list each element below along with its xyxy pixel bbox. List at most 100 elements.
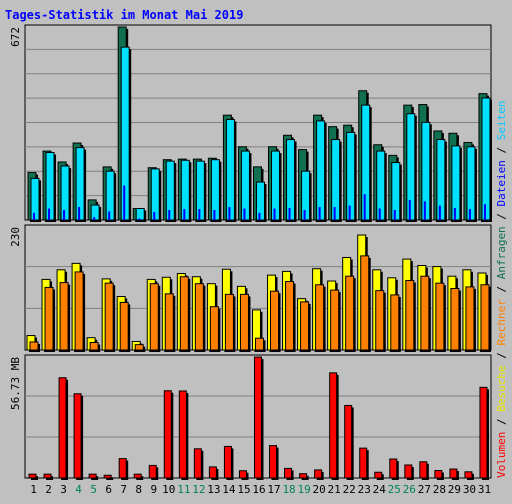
x-tick-label-day-11: 11	[177, 483, 190, 496]
bar-dateien-day-16	[258, 212, 261, 220]
legend: Volumen / Besuche / Rechner / Anfragen /…	[495, 100, 508, 478]
x-tick-label-day-21: 21	[328, 483, 341, 496]
bar-dateien-day-27	[423, 201, 426, 220]
bar-volumen-day-24	[374, 471, 383, 479]
x-tick-label-day-10: 10	[162, 483, 175, 496]
bar-rechner-day-31	[480, 284, 490, 351]
bar-rechner-day-27	[420, 275, 430, 351]
bar-volumen-day-7	[118, 458, 127, 479]
chart-panel-2: 230	[9, 224, 492, 352]
bar-dateien-day-4	[78, 207, 81, 220]
bar-volumen-day-30	[464, 471, 473, 479]
bar-volumen-day-28	[434, 470, 443, 479]
bar-dateien-day-19	[303, 209, 306, 220]
bar-volumen-day-31	[479, 386, 488, 479]
x-tick-label-day-30: 30	[463, 483, 476, 496]
bar-rechner-day-12	[194, 283, 204, 351]
legend-item-rechner: Rechner	[495, 299, 508, 346]
bar-dateien-day-23	[363, 194, 366, 220]
bar-rechner-day-25	[390, 294, 400, 351]
x-tick-label-day-1: 1	[30, 483, 37, 496]
legend-separator: /	[495, 206, 508, 226]
bar-dateien-day-22	[348, 205, 351, 220]
legend-item-anfragen: Anfragen	[495, 226, 508, 279]
bar-volumen-day-15	[238, 470, 247, 479]
x-tick-label-day-15: 15	[237, 483, 250, 496]
bar-rechner-day-4	[74, 271, 84, 351]
chart-panel-1: 672	[9, 24, 492, 222]
x-tick-label-day-28: 28	[433, 483, 446, 496]
bar-dateien-day-26	[408, 199, 411, 220]
x-tick-label-day-27: 27	[418, 483, 431, 496]
bar-volumen-day-14	[223, 445, 232, 479]
bar-dateien-day-20	[318, 207, 321, 220]
bar-seiten-day-20	[316, 120, 326, 221]
bar-volumen-day-3	[58, 377, 67, 479]
bar-volumen-day-25	[389, 458, 398, 479]
bar-volumen-day-26	[404, 464, 413, 479]
x-tick-label-day-5: 5	[90, 483, 97, 496]
legend-separator: /	[495, 279, 508, 299]
legend-separator: /	[495, 412, 508, 432]
bar-volumen-day-12	[193, 448, 202, 479]
bar-volumen-day-2	[43, 473, 52, 479]
y-max-label: 672	[9, 27, 22, 47]
legend-item-dateien: Dateien	[495, 160, 508, 206]
bar-dateien-day-29	[453, 207, 456, 220]
x-tick-label-day-13: 13	[207, 483, 220, 496]
x-tick-label-day-2: 2	[45, 483, 52, 496]
bar-volumen-day-17	[269, 445, 278, 479]
bar-rechner-day-7	[119, 301, 129, 351]
bar-dateien-day-2	[48, 208, 51, 220]
x-tick-label-day-20: 20	[313, 483, 326, 496]
x-tick-label-day-14: 14	[222, 483, 236, 496]
x-tick-label-day-16: 16	[252, 483, 265, 496]
bar-dateien-day-15	[243, 208, 246, 220]
bar-volumen-day-5	[88, 473, 97, 479]
bar-volumen-day-10	[163, 390, 172, 479]
x-tick-label-day-7: 7	[120, 483, 127, 496]
bar-volumen-day-6-shadow	[106, 477, 114, 480]
bar-dateien-day-7	[123, 185, 126, 220]
bar-dateien-day-30	[468, 209, 471, 220]
bar-rechner-day-15	[239, 293, 249, 351]
bar-dateien-day-24	[378, 208, 381, 220]
bar-dateien-day-6	[108, 211, 111, 220]
bar-rechner-day-10	[164, 293, 174, 351]
bar-rechner-day-11	[179, 276, 189, 351]
bar-rechner-day-21	[330, 289, 340, 351]
bar-volumen-day-13	[208, 466, 217, 479]
bar-dateien-day-12	[198, 209, 201, 220]
bar-seiten-day-30	[466, 146, 476, 221]
x-tick-label-day-29: 29	[448, 483, 461, 496]
bar-dateien-day-25	[393, 209, 396, 220]
bar-dateien-day-13	[213, 209, 216, 220]
bar-rechner-day-30	[465, 286, 475, 351]
legend-item-seiten: Seiten	[495, 100, 508, 140]
bar-volumen-day-6	[103, 474, 112, 479]
x-tick-label-day-31: 31	[478, 483, 491, 496]
bar-dateien-day-5	[93, 217, 96, 220]
x-tick-label-day-6: 6	[105, 483, 112, 496]
bar-volumen-day-4	[73, 393, 82, 479]
bar-rechner-day-20	[315, 284, 325, 351]
bar-volumen-day-27	[419, 461, 428, 479]
chart-title: Tages-Statistik im Monat Mai 2019	[5, 8, 243, 22]
x-tick-label-day-25: 25	[388, 483, 401, 496]
bar-rechner-day-5	[89, 342, 99, 351]
bar-seiten-day-14	[225, 118, 235, 221]
x-tick-label-day-3: 3	[60, 483, 67, 496]
x-tick-label-day-23: 23	[358, 483, 371, 496]
bar-dateien-day-10	[168, 209, 171, 220]
bar-volumen-day-1	[28, 473, 37, 479]
bar-dateien-day-11	[183, 209, 186, 220]
legend-item-volumen: Volumen	[495, 432, 508, 478]
x-tick-label-day-8: 8	[135, 483, 142, 496]
bar-rechner-day-2	[44, 286, 54, 351]
bar-rechner-day-9	[149, 283, 159, 351]
bar-dateien-day-21	[333, 207, 336, 220]
x-tick-label-day-9: 9	[150, 483, 157, 496]
bar-volumen-day-18	[284, 467, 293, 479]
